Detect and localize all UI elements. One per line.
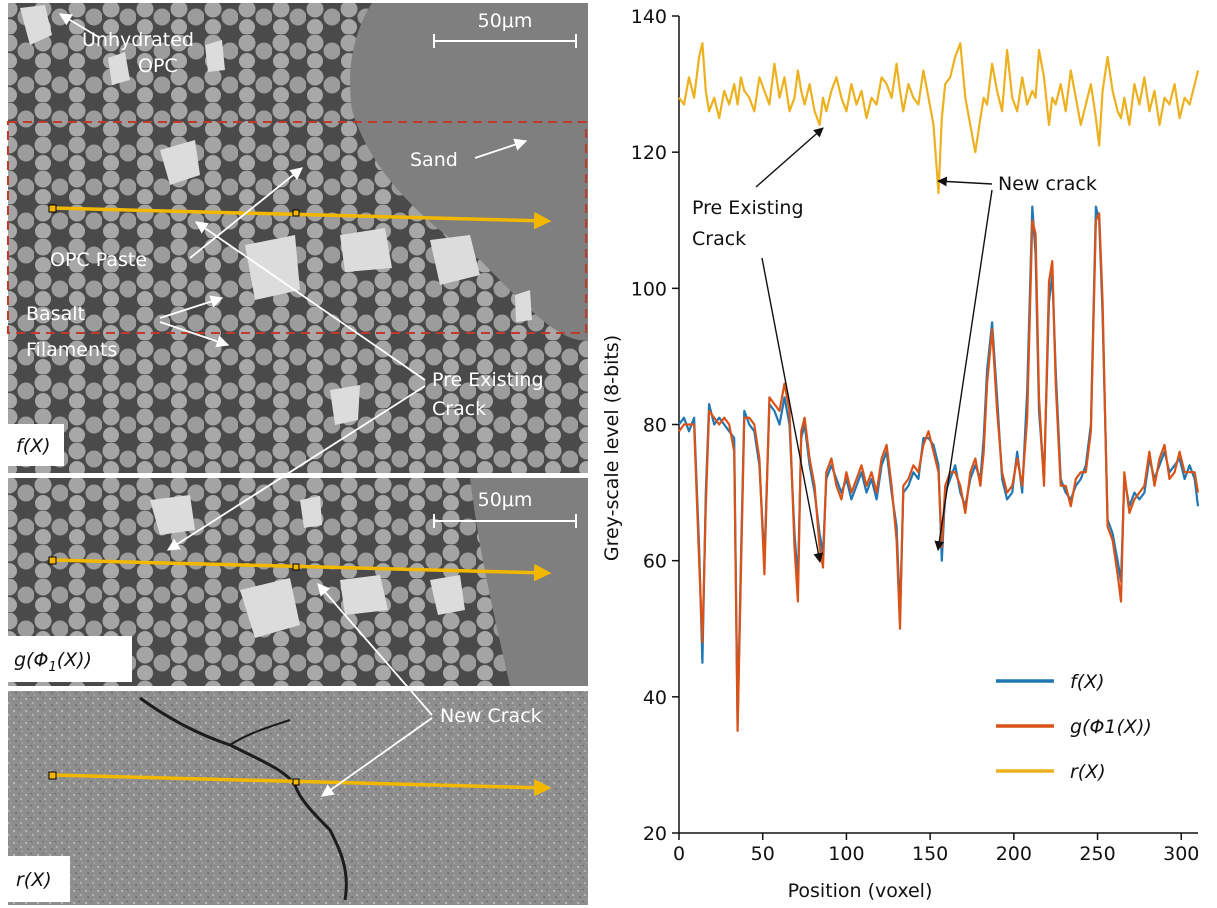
x-tick-label: 150 (912, 843, 948, 865)
panel-tag-f: f(X) (16, 435, 51, 457)
x-tick-label: 250 (1079, 843, 1115, 865)
series-line-0 (678, 205, 1200, 726)
x-axis-title: Position (voxel) (788, 880, 933, 902)
y-tick-label: 140 (631, 6, 667, 28)
series-line-1 (678, 212, 1200, 733)
svg-text:Filaments: Filaments (26, 339, 117, 361)
profile-line-f (51, 206, 552, 230)
y-axis: 20 40 60 80 100 120 140 (631, 6, 679, 845)
legend-label-1: g(Φ1(X)) (1070, 716, 1152, 738)
svg-text:Crack: Crack (692, 228, 746, 250)
roi-box (7, 121, 587, 334)
profile-line-r (51, 773, 552, 797)
svg-text:Crack: Crack (432, 398, 486, 420)
legend: f(X) g(Φ1(X)) r(X) (996, 671, 1152, 783)
panel-tag-g: g(Φ1(X)) (14, 649, 92, 675)
line-chart: 20 40 60 80 100 120 140 0 50 100 150 200 250 300 Pos… (601, 6, 1199, 902)
svg-text:OPC: OPC (138, 55, 178, 77)
x-tick-label: 300 (1163, 843, 1199, 865)
series-line-2 (678, 42, 1200, 195)
image-annotations: Unhydrated OPC Sand OPC Paste Basalt Fil… (26, 13, 544, 797)
y-tick-label: 60 (643, 551, 667, 573)
y-tick-label: 80 (643, 415, 667, 437)
annotation-new-crack: New crack (998, 173, 1097, 195)
scale-bar-label: 50μm (478, 10, 533, 32)
legend-label-0: f(X) (1070, 671, 1105, 693)
y-tick-label: 100 (631, 278, 667, 300)
image-panel-f: 50μm f(X) (7, 3, 588, 473)
x-tick-label: 100 (828, 843, 864, 865)
image-panel-g: 50μm g(Φ1(X)) (8, 478, 588, 686)
chart-annotations: Pre Existing Crack New crack (692, 127, 1097, 563)
scale-bar-label-g: 50μm (478, 489, 533, 511)
y-axis-title: Grey-scale level (8-bits) (601, 335, 623, 561)
x-tick-label: 50 (751, 843, 775, 865)
annotation-pre-existing: Pre Existing (692, 197, 804, 219)
label-basalt: Basalt (26, 303, 85, 325)
y-tick-label: 40 (643, 687, 667, 709)
aggregate-particles (20, 5, 532, 425)
x-tick-label: 0 (673, 843, 685, 865)
x-axis: 0 50 100 150 200 250 300 (673, 833, 1199, 865)
label-new-crack: New Crack (440, 705, 542, 727)
label-opc-paste: OPC Paste (50, 249, 147, 271)
label-sand: Sand (410, 149, 458, 171)
legend-label-2: r(X) (1070, 761, 1106, 783)
label-unhydrated: Unhydrated (82, 29, 194, 51)
image-panel-r: r(X) (8, 691, 588, 905)
panel-tag-r: r(X) (16, 869, 52, 891)
y-tick-label: 20 (643, 823, 667, 845)
label-pre-existing-crack: Pre Existing (432, 369, 544, 391)
y-tick-label: 120 (631, 142, 667, 164)
x-tick-label: 200 (996, 843, 1032, 865)
profile-line-g (51, 558, 552, 582)
